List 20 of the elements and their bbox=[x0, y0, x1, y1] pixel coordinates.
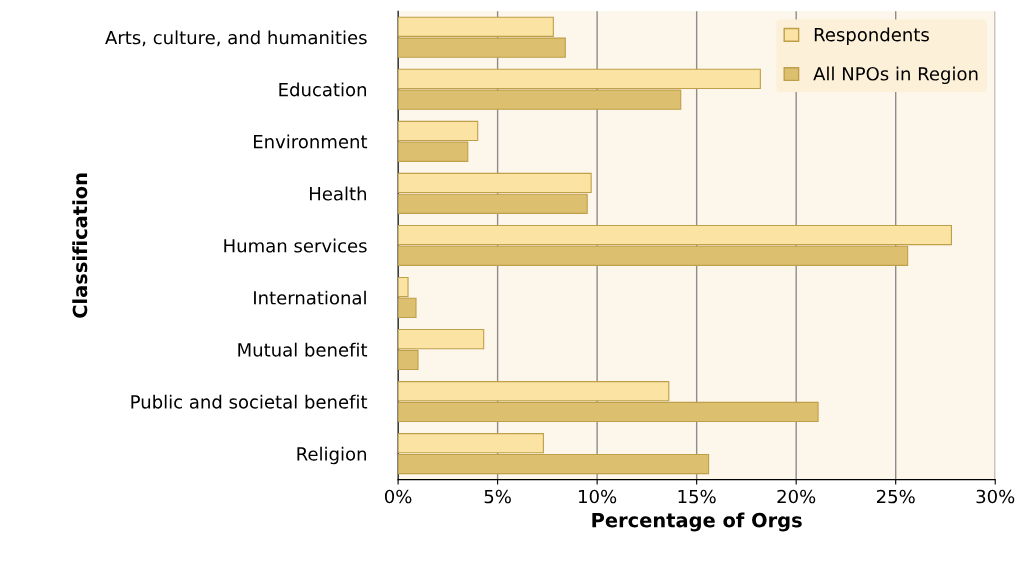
y-tick-label: Religion bbox=[297, 446, 366, 465]
y-tick-label: Environment bbox=[254, 134, 368, 149]
x-axis-title: Percentage of Orgs bbox=[592, 512, 802, 532]
legend-label: All NPOs in Region bbox=[813, 66, 978, 85]
y-tick-label: Arts, culture, and humanities bbox=[105, 30, 367, 47]
y-tick-label: Public and societal benefit bbox=[131, 394, 368, 409]
y-tick-label: Health bbox=[310, 186, 366, 201]
x-tick-label: 15% bbox=[678, 489, 716, 504]
y-tick-label: Human services bbox=[224, 238, 367, 253]
x-tick-label: 20% bbox=[777, 489, 816, 504]
x-tick-label: 0% bbox=[384, 489, 412, 504]
x-tick-label: 5% bbox=[484, 489, 511, 504]
y-axis-title: Classification bbox=[72, 173, 88, 318]
x-tick-label: 25% bbox=[876, 489, 915, 504]
y-tick-label: International bbox=[254, 290, 366, 305]
legend-label: Respondents bbox=[814, 27, 929, 45]
y-tick-label: Education bbox=[279, 82, 366, 97]
x-tick-label: 30% bbox=[976, 489, 1015, 504]
x-tick-label: 10% bbox=[579, 489, 617, 504]
y-tick-label: Mutual benefit bbox=[238, 342, 368, 357]
